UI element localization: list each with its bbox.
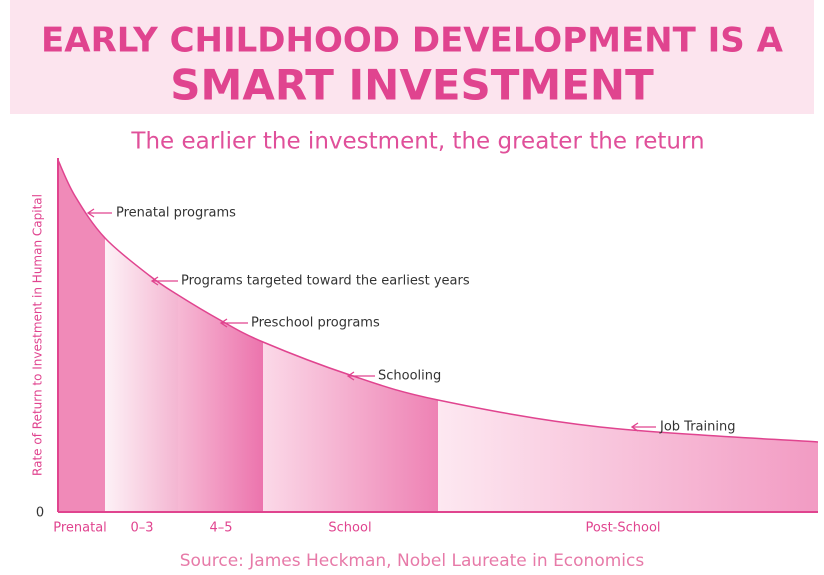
annotation: Preschool programs: [251, 316, 380, 331]
title: SMART INVESTMENT: [170, 61, 654, 110]
stage-label: School: [328, 521, 371, 536]
stage-label: Post-School: [585, 521, 660, 536]
annotation: Job Training: [659, 420, 735, 435]
annotation: Prenatal programs: [116, 206, 236, 221]
curve-area: [58, 160, 818, 512]
stage-label: 0–3: [130, 521, 153, 536]
subtitle: The earlier the investment, the greater …: [130, 129, 704, 155]
source: Source: James Heckman, Nobel Laureate in…: [180, 551, 645, 571]
annotation: Schooling: [378, 369, 441, 384]
segment: [438, 160, 818, 512]
annotation: Programs targeted toward the earliest ye…: [181, 274, 470, 289]
curve: [57, 159, 819, 443]
segment: [178, 160, 263, 512]
segment: [58, 160, 105, 512]
y-axis-label: Rate of Return to Investment in Human Ca…: [31, 194, 45, 476]
segment: [263, 160, 438, 512]
segment: [105, 160, 178, 512]
title: EARLY CHILDHOOD DEVELOPMENT IS A: [41, 21, 784, 61]
origin-label: 0: [36, 506, 44, 521]
stage-label: Prenatal: [53, 521, 107, 536]
stage-label: 4–5: [209, 521, 232, 536]
header-band: [10, 0, 814, 114]
arrows: [86, 208, 656, 432]
